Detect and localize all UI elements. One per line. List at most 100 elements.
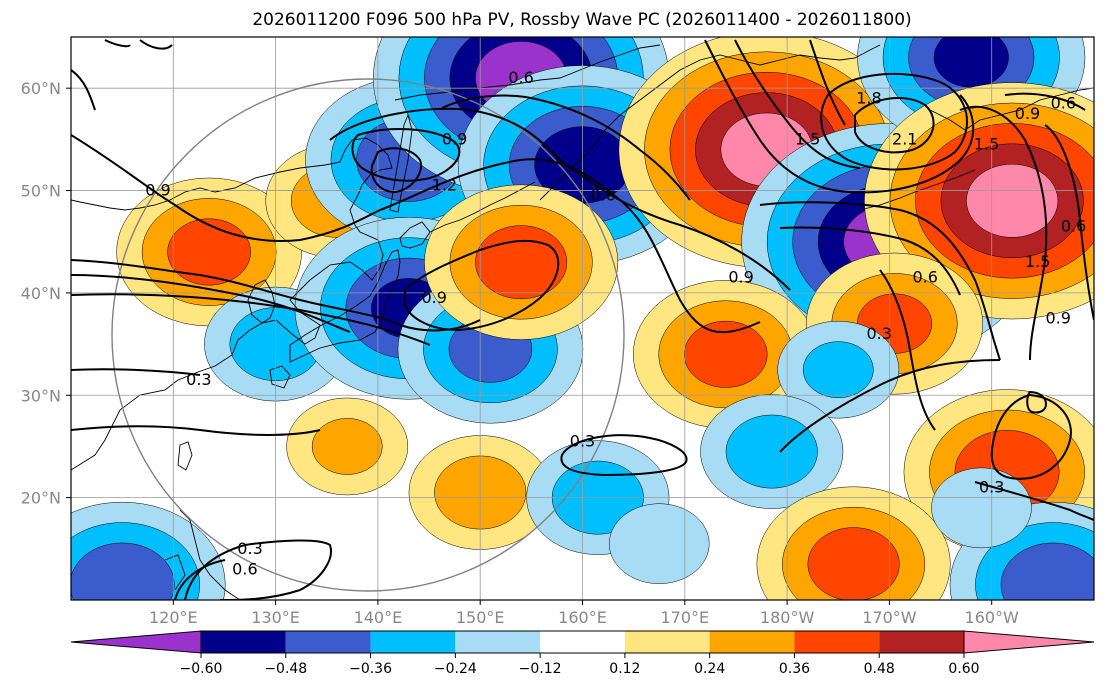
- x-tick-label: 160°W: [965, 608, 1020, 627]
- pv-contour: [1004, 92, 1094, 321]
- chart-title: 2026011200 F096 500 hPa PV, Rossby Wave …: [252, 10, 911, 30]
- pv-contour: [370, 147, 423, 194]
- pv-contour-label: 1.5: [795, 129, 820, 148]
- colorbar-tick-label: 0.60: [948, 661, 979, 677]
- pv-contour-label: 0.6: [912, 268, 937, 287]
- pv-contour: [184, 539, 332, 600]
- pv-contour: [404, 239, 560, 332]
- pv-contour: [71, 425, 321, 436]
- x-tick-label: 120°E: [149, 608, 198, 627]
- y-tick-label: 20°N: [21, 489, 61, 508]
- pv-contour: [779, 359, 1001, 453]
- colorbar-tick-label: 0.36: [779, 661, 810, 677]
- pv-contour-label: 2.1: [892, 129, 917, 148]
- colorbar-segment: [879, 631, 964, 653]
- colorbar-segment: [285, 631, 371, 653]
- colorbar-segment: [794, 631, 880, 653]
- pv-contour-label: 0.3: [237, 539, 262, 558]
- colorbar: −0.60 −0.48 −0.36 −0.24 −0.12 0.12 0.24 0.36 0.4…: [70, 630, 1095, 677]
- colorbar-extend-low: [70, 630, 202, 654]
- pv-contour-label: 1.2: [432, 175, 457, 194]
- pv-contour: [71, 69, 96, 111]
- y-tick-label: 30°N: [21, 386, 61, 405]
- pv-contour-label: 1.8: [856, 88, 881, 107]
- colorbar-tick-label: −0.48: [264, 661, 307, 677]
- pv-contour-label: 0.9: [145, 181, 170, 200]
- pv-contour: [879, 269, 936, 431]
- coastline-japan-honshu: [289, 249, 401, 363]
- pv-contour: [990, 393, 1072, 480]
- x-tick-label: 180°W: [760, 608, 815, 627]
- pv-contour-label: 0.3: [570, 431, 595, 450]
- pv-contour: [759, 201, 1001, 361]
- pv-contour: [734, 39, 861, 169]
- range-circle: [111, 78, 625, 592]
- y-tick-label: 60°N: [21, 79, 61, 98]
- pc-anomaly-cell: [700, 394, 844, 509]
- coastline-japan-hokkaido: [399, 221, 431, 249]
- pv-contour: [174, 559, 226, 600]
- x-tick-label: 170°W: [862, 608, 917, 627]
- pv-contour: [441, 94, 691, 201]
- pv-contour-label: 0.6: [508, 68, 533, 87]
- pv-contour: [820, 72, 968, 171]
- pv-contour-label: 0.6: [1061, 216, 1086, 235]
- pv-contour: [71, 259, 481, 332]
- pv-contour: [71, 293, 431, 346]
- pv-contour: [560, 434, 688, 477]
- pc-anomaly-cell: [608, 503, 710, 584]
- pc-anomaly-band: [167, 218, 251, 286]
- pv-contour-label: 0.9: [421, 288, 446, 307]
- pv-contour-labels: 0.9 0.9 1.2 0.6 0.6 0.9 0.9 1.5 1.8 2.1 1.5 0.9 0.6 0…: [145, 68, 1086, 578]
- colorbar-segment: [624, 631, 710, 653]
- pv-contour: [71, 274, 351, 333]
- colorbar-tick-label: −0.12: [519, 661, 562, 677]
- pc-anomaly-band: [475, 225, 568, 300]
- pv-contour: [104, 39, 173, 50]
- pc-anomaly-band: [931, 467, 1032, 549]
- pv-contour-label: 1.5: [974, 134, 999, 153]
- y-tick-label: 50°N: [21, 182, 61, 201]
- x-tick-label: 140°E: [354, 608, 403, 627]
- pv-contour-label: 0.6: [1051, 94, 1076, 113]
- colorbar-tick-label: 0.24: [694, 661, 725, 677]
- coastline-kyushu: [269, 365, 291, 389]
- colorbar-tick-label: −0.24: [434, 661, 477, 677]
- pv-contour: [704, 39, 975, 194]
- pc-anomaly-band: [311, 418, 383, 475]
- x-tick-label: 170°E: [660, 608, 709, 627]
- colorbar-segment: [370, 631, 456, 653]
- pv-contour-label: 0.9: [728, 268, 753, 287]
- pv-contour: [854, 97, 935, 154]
- y-tick-label: 40°N: [21, 284, 61, 303]
- pv-contour: [779, 226, 961, 296]
- pc-anomaly-band: [683, 320, 768, 388]
- colorbar-segment: [540, 631, 625, 653]
- colorbar-outline: [200, 630, 965, 654]
- x-tick-label: 160°E: [558, 608, 607, 627]
- x-axis-ticks: 120°E 130°E 140°E 150°E 160°E 170°E 180°W 170°W…: [149, 600, 1019, 627]
- pc-anomaly-band: [807, 527, 900, 600]
- pv-contour: [351, 127, 461, 182]
- pc-anomaly-cell: [116, 177, 302, 327]
- pv-contour-label: 0.6: [590, 186, 615, 205]
- pc-anomaly-band: [725, 414, 818, 489]
- coastline-okhotsk: [394, 44, 661, 101]
- pc-anomaly-cell: [632, 280, 819, 429]
- coastline-philippines: [164, 509, 241, 600]
- pv-contour-label: 0.9: [1045, 309, 1070, 328]
- pc-anomaly-band: [802, 341, 874, 399]
- pv-contour-label: 0.3: [866, 324, 891, 343]
- x-tick-label: 130°E: [251, 608, 300, 627]
- map-area: 0.9 0.9 1.2 0.6 0.6 0.9 0.9 1.5 1.8 2.1 1.5 0.9 0.6 0…: [71, 37, 1094, 600]
- pv-contour: [974, 481, 1094, 521]
- colorbar-extend-high: [963, 630, 1095, 654]
- coastline-kuril: [429, 181, 536, 233]
- colorbar-tick-label: 0.12: [609, 661, 640, 677]
- pv-contour-label: 1.5: [1025, 252, 1050, 271]
- pv-contour-label: 0.9: [442, 129, 467, 148]
- pc-anomaly-cell: [286, 397, 409, 496]
- pv-contour: [1026, 390, 1048, 414]
- pv-contour: [71, 134, 761, 334]
